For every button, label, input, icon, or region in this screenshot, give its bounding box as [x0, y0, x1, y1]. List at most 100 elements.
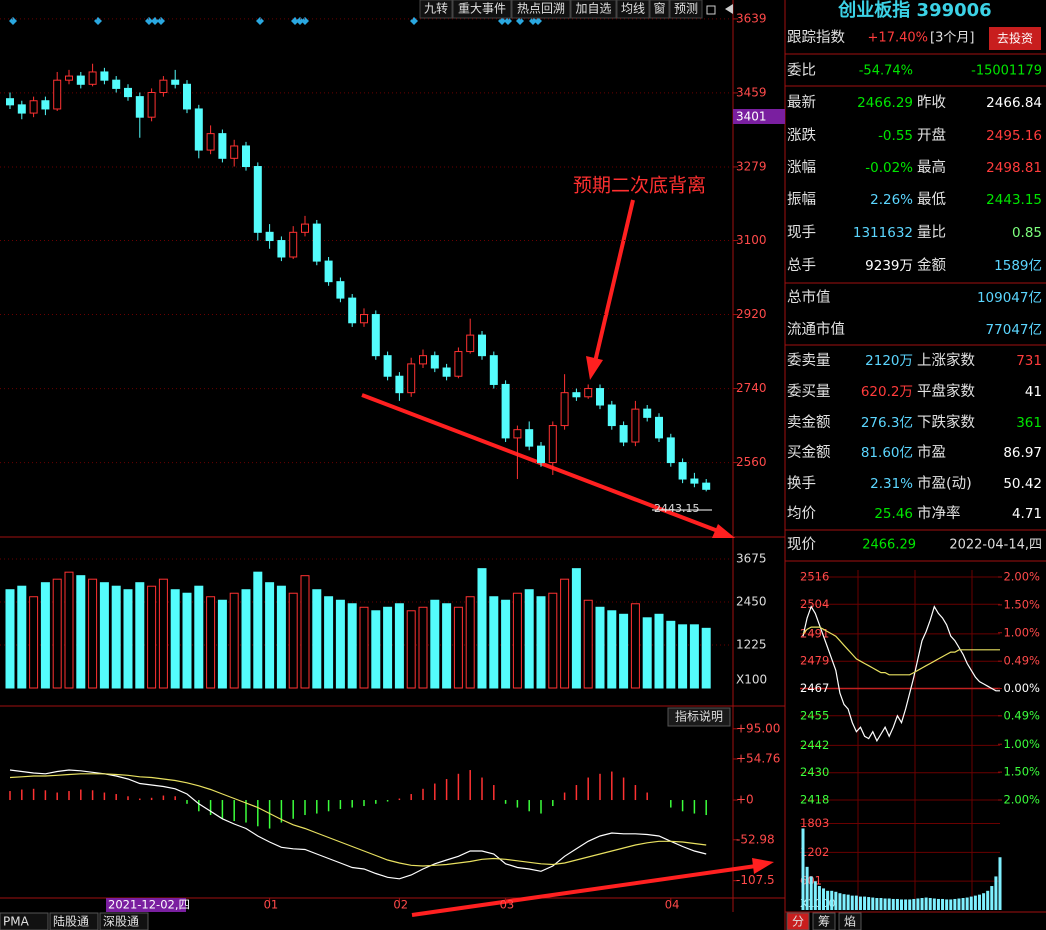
- y2-tick-label: 1.00%: [1003, 737, 1040, 751]
- candle-body: [489, 355, 498, 385]
- volume-bar: [453, 606, 463, 689]
- right-tab[interactable]: [838, 912, 862, 930]
- volume-bar: [512, 592, 522, 689]
- candle-body: [702, 482, 711, 490]
- intraday-line: [802, 626, 1000, 676]
- invest-button[interactable]: [989, 27, 1041, 50]
- bottom-tab-label[interactable]: 深股通: [103, 915, 139, 929]
- candle-body: [348, 297, 357, 324]
- intraday-volume-bar: [813, 881, 817, 910]
- quote-label: 涨跌: [787, 127, 816, 144]
- track-period: [3个月]: [930, 31, 974, 46]
- quote-value: 25.46: [874, 506, 913, 522]
- volume-bar: [571, 568, 581, 689]
- quote-value: 2120万: [865, 353, 913, 369]
- volume-bar: [253, 571, 263, 689]
- right-tab-label[interactable]: 焰: [844, 914, 856, 929]
- quote-label: 流通市值: [787, 321, 845, 338]
- intraday-volume-bar: [961, 898, 965, 910]
- toolbar-label[interactable]: 热点回溯: [517, 1, 565, 16]
- quote-label: 最低: [917, 191, 946, 208]
- volume-bar: [88, 578, 98, 689]
- candle-body: [360, 314, 368, 324]
- intraday-volume-bar: [838, 893, 842, 910]
- quote-label: 平盘家数: [917, 382, 975, 400]
- candle-body: [336, 281, 345, 299]
- volume-bar: [276, 585, 286, 689]
- toolbar-label[interactable]: 重大事件: [458, 2, 506, 16]
- candle-body: [53, 79, 62, 110]
- quote-value: 2466.84: [986, 95, 1042, 111]
- toolbar-button[interactable]: [419, 0, 453, 19]
- volume-bar: [701, 627, 711, 689]
- bottom-tab[interactable]: [99, 912, 149, 930]
- candle-body: [442, 367, 451, 377]
- event-diamond: [157, 17, 165, 25]
- intraday-volume-bar: [973, 895, 977, 910]
- bottom-tab[interactable]: [0, 912, 49, 930]
- intraday-volume-bar: [912, 898, 916, 910]
- quote-value: 109047亿: [977, 290, 1042, 306]
- toolbar-label[interactable]: 预测: [674, 2, 698, 16]
- indicator-button[interactable]: [667, 707, 731, 727]
- track-label: 跟踪指数: [787, 29, 845, 46]
- intraday-volume-bar: [805, 866, 809, 910]
- toolbar-button[interactable]: [649, 0, 670, 19]
- y-tick-label: 1225: [736, 638, 767, 652]
- right-tab[interactable]: [786, 912, 810, 930]
- bottom-tab-label[interactable]: 陆股通: [53, 914, 89, 929]
- toolbar-button[interactable]: [570, 0, 617, 19]
- volume-bar: [595, 606, 605, 689]
- y-tick-label: 1803: [800, 816, 829, 830]
- toolbar-button[interactable]: [669, 0, 703, 19]
- y-tick-label: 2430: [800, 765, 829, 779]
- event-diamond: [301, 17, 309, 25]
- lock-icon[interactable]: [706, 5, 716, 15]
- candle-body: [690, 478, 699, 484]
- y2-tick-label: 1.00%: [1003, 625, 1040, 639]
- volume-bar: [241, 589, 251, 689]
- toolbar-button[interactable]: [511, 0, 571, 19]
- toolbar-button[interactable]: [452, 0, 512, 19]
- volume-bar: [229, 592, 239, 689]
- quote-value: 731: [1016, 353, 1042, 369]
- candle-body: [596, 388, 604, 406]
- candle-body: [419, 355, 427, 365]
- y2-tick-label: 2.00%: [1003, 570, 1040, 584]
- y-tick-label: 2442: [800, 738, 829, 752]
- quote-value: 0.85: [1012, 225, 1042, 241]
- right-tab-label[interactable]: 分: [792, 915, 804, 929]
- candle-body: [454, 351, 463, 377]
- event-diamond: [256, 17, 264, 25]
- y-tick-label: 1202: [800, 845, 829, 859]
- quote-label: 最高: [917, 159, 946, 176]
- indicator-button-label[interactable]: 指标说明: [675, 709, 723, 724]
- intraday-volume-bar: [957, 898, 961, 910]
- intraday-volume-bar: [817, 886, 821, 910]
- candle-body: [124, 87, 132, 98]
- quote-label: 委卖量: [787, 352, 831, 369]
- toolbar-label[interactable]: 窗: [653, 2, 665, 16]
- intraday-volume-bar: [932, 898, 936, 910]
- toolbar-button[interactable]: [616, 0, 650, 19]
- toolbar-label[interactable]: 九转: [424, 1, 448, 16]
- now-value: 2466.29: [862, 538, 916, 553]
- candle-body: [265, 231, 274, 242]
- volume-bar: [642, 617, 652, 689]
- intraday-volume-bar: [928, 898, 932, 910]
- intraday-volume-unit: X1000: [800, 897, 836, 910]
- bottom-tab-label[interactable]: PMA: [3, 915, 30, 929]
- intraday-volume-bar: [842, 894, 846, 910]
- right-tab-label[interactable]: 筹: [818, 915, 830, 929]
- toolbar-label[interactable]: 加自选: [575, 2, 611, 16]
- quote-label: 市净率: [917, 505, 961, 522]
- volume-bar: [147, 585, 157, 689]
- back-icon[interactable]: [725, 4, 733, 14]
- bottom-tab[interactable]: [49, 912, 99, 930]
- candle-body: [619, 425, 628, 443]
- right-tab[interactable]: [812, 912, 836, 930]
- invest-button-label[interactable]: 去投资: [997, 31, 1033, 46]
- toolbar-label[interactable]: 均线: [621, 2, 645, 16]
- candle-body: [371, 314, 380, 357]
- quote-label: 卖金额: [787, 414, 831, 431]
